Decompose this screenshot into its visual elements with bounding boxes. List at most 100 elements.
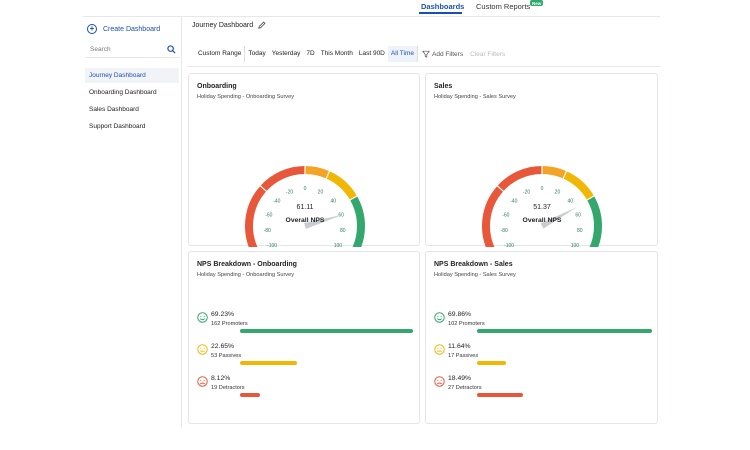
gauge-separator [349, 195, 358, 201]
detractor-count: 27 Detractors [448, 385, 482, 391]
sidebar-item-sales-dashboard[interactable]: Sales Dashboard [89, 106, 139, 113]
breakdown-card-sales: NPS Breakdown - Sales Holiday Spending -… [425, 251, 658, 424]
gauge-segment [562, 171, 594, 201]
gauge-needle [304, 214, 344, 229]
gauge-tick-label: -80 [501, 228, 508, 234]
passive-percentage: 11.64% [448, 343, 471, 350]
detractor-percentage: 8.12% [211, 375, 231, 382]
sidebar: + Create Dashboard Search Journey Dashbo… [83, 17, 182, 427]
filter-custom-range[interactable]: Custom Range [195, 46, 246, 62]
add-filters-button[interactable]: Add Filters [422, 50, 463, 58]
sidebar-item-journey-dashboard[interactable]: Journey Dashboard [85, 68, 179, 83]
gauge-needle [540, 207, 578, 229]
page-title: Journey Dashboard [192, 21, 266, 29]
detractor-row: 8.12% 19 Detractors [197, 375, 417, 401]
tab-custom-reports[interactable]: Custom Reports [476, 2, 531, 11]
detractor-percentage: 18.49% [448, 375, 472, 382]
gauge-tick-label: 60 [575, 212, 581, 218]
top-nav: Dashboards Custom Reports New [0, 0, 750, 17]
clear-filters-button[interactable]: Clear Filters [470, 50, 506, 58]
gauge-tick-label: 40 [567, 199, 573, 205]
card-title: Onboarding [197, 83, 237, 90]
gauge-segment [349, 196, 365, 247]
card-title: NPS Breakdown - Sales [434, 261, 513, 268]
gauge-card-sales: Sales Holiday Spending - Sales Survey -1… [425, 73, 658, 247]
create-dashboard-label: Create Dashboard [103, 25, 161, 33]
smile-face-icon [197, 312, 208, 323]
gauge-tick-label: 100 [571, 243, 580, 247]
gauge-tick-label: -60 [502, 212, 509, 218]
filter-this-month[interactable]: This Month [320, 50, 353, 57]
gauge-segment [304, 166, 330, 179]
date-range-filter: Custom Range Today Yesterday 7D This Mon… [195, 46, 505, 62]
gauge-tick-label: 100 [334, 243, 343, 247]
gauge-value: 61.11 [297, 204, 314, 211]
filter-yesterday[interactable]: Yesterday [271, 50, 301, 57]
filter-icon [422, 50, 430, 58]
gauge-segment [325, 171, 357, 201]
gauge-segment [586, 196, 602, 247]
frown-face-icon [197, 376, 208, 387]
detractor-bar [240, 393, 260, 397]
add-filters-label: Add Filters [432, 50, 464, 58]
gauge-label: Overall NPS [286, 217, 325, 224]
gauge-separator [496, 185, 505, 192]
gauge-tick-label: 20 [318, 189, 324, 195]
promoter-row: 69.23% 162 Promoters [197, 311, 417, 337]
filter-today[interactable]: Today [248, 50, 266, 57]
gauge-segment [497, 166, 543, 192]
breakdown-card-onboarding: NPS Breakdown - Onboarding Holiday Spend… [188, 251, 420, 424]
passive-bar [477, 361, 506, 365]
gauge-tick-label: -80 [264, 228, 271, 234]
filter-all-time[interactable]: All Time [387, 46, 419, 62]
smile-face-icon [434, 312, 445, 323]
gauge-separator [259, 185, 268, 192]
search-icon[interactable] [167, 45, 176, 54]
card-title: Sales [434, 83, 453, 90]
plus-circle-icon: + [87, 24, 97, 34]
card-subtitle: Holiday Spending - Onboarding Survey [197, 94, 295, 100]
gauge-tick-label: 80 [577, 228, 583, 234]
sidebar-item-support-dashboard[interactable]: Support Dashboard [89, 123, 146, 130]
filter-7d[interactable]: 7D [306, 50, 315, 57]
gauge-tick-label: -40 [510, 199, 517, 205]
gauge-value: 51.37 [533, 204, 551, 211]
new-badge: New [530, 0, 544, 6]
neutral-face-icon [434, 344, 445, 355]
passive-count: 17 Passives [448, 353, 479, 359]
card-subtitle: Holiday Spending - Sales Survey [434, 94, 516, 100]
active-tab-underline [419, 12, 462, 14]
gauge-tick-label: -60 [265, 212, 272, 218]
promoter-percentage: 69.23% [211, 311, 235, 318]
passive-bar [240, 361, 297, 365]
passive-count: 53 Passives [211, 353, 242, 359]
filter-divider [187, 66, 660, 67]
gauge-segment [482, 185, 504, 247]
frown-face-icon [434, 376, 445, 387]
passive-row: 22.65% 53 Passives [197, 343, 417, 369]
search-input[interactable]: Search [86, 42, 180, 58]
detractor-row: 18.49% 27 Detractors [434, 375, 654, 401]
tab-dashboards[interactable]: Dashboards [421, 2, 465, 11]
promoter-bar [477, 329, 652, 333]
gauge-tick-label: -20 [523, 189, 530, 195]
filter-last-90d[interactable]: Last 90D [358, 50, 385, 57]
gauge-separator [325, 170, 331, 180]
gauge-label: Overall NPS [523, 217, 562, 224]
gauge-tick-label: 0 [541, 186, 544, 192]
gauge-card-onboarding: Onboarding Holiday Spending - Onboarding… [188, 73, 420, 247]
card-subtitle: Holiday Spending - Sales Survey [434, 272, 516, 278]
sidebar-item-onboarding-dashboard[interactable]: Onboarding Dashboard [89, 89, 157, 96]
dashboard-title: Journey Dashboard [192, 21, 254, 29]
gauge-segment [260, 166, 306, 192]
create-dashboard-button[interactable]: + Create Dashboard [87, 24, 160, 34]
pencil-icon[interactable] [258, 21, 266, 29]
gauge-tick-label: -40 [273, 199, 280, 205]
promoter-count: 162 Promoters [211, 321, 248, 327]
passive-percentage: 22.65% [211, 343, 235, 350]
nav-divider [83, 16, 660, 17]
gauge-tick-label: 80 [340, 228, 346, 234]
gauge-segment [541, 166, 567, 179]
gauge-segment [245, 185, 267, 247]
gauge-tick-label: -100 [504, 243, 514, 247]
